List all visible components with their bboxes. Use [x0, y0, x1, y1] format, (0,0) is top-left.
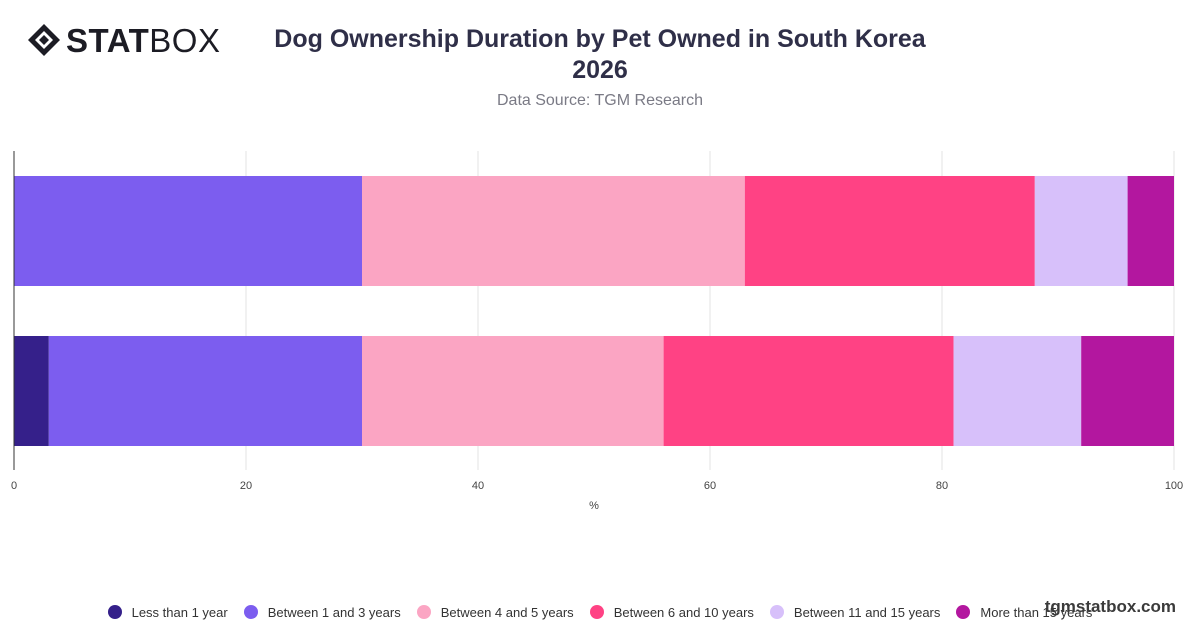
- bar-segment: [663, 336, 954, 446]
- legend-swatch: [956, 605, 971, 619]
- x-tick-label: 40: [472, 480, 484, 492]
- x-tick-label: 100: [1165, 480, 1183, 492]
- x-tick-label: 0: [11, 480, 17, 492]
- legend-label: More than 15 years: [980, 604, 1093, 620]
- legend-item[interactable]: Between 11 and 15 years: [769, 604, 941, 620]
- x-tick-label: 20: [240, 480, 252, 492]
- legend-swatch: [243, 605, 258, 619]
- bar-segment: [744, 176, 1035, 286]
- legend-swatch: [107, 605, 122, 619]
- legend-item[interactable]: Between 1 and 3 years: [243, 604, 401, 620]
- bar-segment: [14, 176, 362, 286]
- bar-segment: [362, 176, 745, 286]
- chart-title: Dog Ownership Duration by Pet Owned in S…: [200, 24, 1000, 86]
- chart-legend: Less than 1 year Between 1 and 3 years Bet…: [0, 602, 1200, 622]
- legend-item[interactable]: Between 4 and 5 years: [416, 604, 574, 620]
- legend-label: Between 4 and 5 years: [440, 604, 574, 620]
- bar-segment: [1034, 176, 1128, 286]
- legend-item[interactable]: More than 15 years: [956, 605, 1092, 620]
- x-tick-label: 60: [704, 480, 716, 492]
- logo-text: STATBOX: [66, 21, 221, 59]
- x-tick-label: 80: [936, 480, 948, 492]
- bar-segment: [48, 336, 363, 446]
- statbox-logo: STATBOX: [26, 22, 220, 58]
- bar-segment: [362, 336, 664, 446]
- legend-label: Between 11 and 15 years: [793, 604, 941, 620]
- legend-item[interactable]: Between 6 and 10 years: [589, 604, 754, 620]
- diamond-logo-icon: [28, 24, 60, 56]
- watermark: tgmstatbox.com: [1044, 597, 1176, 616]
- legend-swatch: [589, 605, 604, 619]
- legend-label: Between 6 and 10 years: [613, 604, 754, 620]
- legend-item[interactable]: Less than 1 year: [107, 604, 228, 620]
- legend-label: Between 1 and 3 years: [267, 604, 401, 620]
- legend-label: Less than 1 year: [131, 604, 228, 620]
- x-axis-label: %: [589, 500, 599, 512]
- chart-title-line1: Dog Ownership Duration by Pet Owned in S…: [274, 25, 926, 53]
- legend-swatch: [416, 605, 431, 619]
- bar-segment: [1127, 176, 1174, 286]
- bar-segment: [1081, 336, 1174, 446]
- chart-title-line2: 2026: [572, 56, 628, 84]
- bar-segment: [953, 336, 1082, 446]
- legend-swatch: [769, 605, 784, 619]
- chart-subtitle: Data Source: TGM Research: [496, 92, 703, 109]
- bar-segment: [14, 336, 49, 446]
